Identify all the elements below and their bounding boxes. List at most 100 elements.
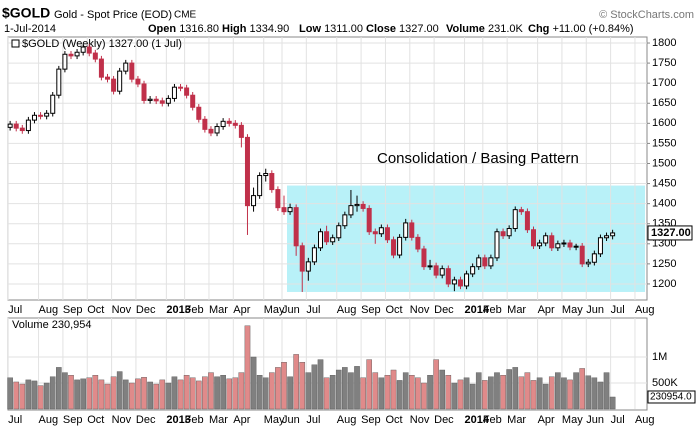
quote: Volume 231.0K: [446, 23, 524, 35]
candle-body: [62, 53, 68, 70]
candle-body: [153, 98, 159, 102]
quote-label: Volume: [446, 23, 485, 35]
candle-body: [281, 207, 287, 213]
candle-body: [591, 253, 597, 263]
volume-bar: [524, 372, 531, 410]
volume-bar: [463, 377, 470, 410]
volume-bar: [439, 369, 446, 410]
volume-bar: [396, 380, 403, 410]
quote-value: 1334.90: [250, 23, 290, 35]
volume-bar: [494, 372, 500, 410]
volume-bar: [244, 325, 251, 410]
volume-bar: [281, 362, 287, 410]
x-tick-label: Dec: [136, 414, 156, 426]
volume-bar: [92, 375, 99, 410]
legend-icon: [11, 39, 20, 48]
candle-body: [105, 76, 111, 80]
candle-body: [439, 268, 445, 276]
quote-value: 1316.80: [179, 23, 219, 35]
y-tick-label: 1250: [652, 258, 676, 270]
volume-bar: [561, 377, 567, 410]
volume-bar: [579, 368, 585, 410]
quote-value: 1327.00: [399, 23, 439, 35]
x-tick-label: May: [264, 414, 285, 426]
annotation: Consolidation / Basing Pattern: [377, 150, 579, 167]
x-tick-label: Feb: [483, 414, 502, 426]
candle-body: [129, 62, 135, 80]
candle-body: [80, 46, 86, 53]
volume-bar: [208, 372, 214, 410]
volume-bar: [80, 378, 86, 410]
quote-value: +11.00 (+0.84%): [552, 23, 633, 35]
x-tick-label: Mar: [209, 414, 228, 426]
candle-body: [238, 124, 244, 138]
volume-bar: [475, 372, 482, 410]
volume-bar: [122, 379, 129, 410]
candle-body: [494, 231, 500, 259]
candle-body: [287, 207, 293, 213]
volume-bar: [378, 377, 385, 410]
candle-body: [38, 114, 44, 117]
volume-bar: [567, 379, 573, 410]
candle-body: [269, 173, 275, 191]
volume-bar: [13, 381, 20, 410]
last-volume-box: [647, 390, 696, 404]
x-tick-label: Dec: [434, 414, 454, 426]
candle-body: [86, 46, 92, 54]
volume-bar: [555, 372, 561, 410]
x-tick-label: Mar: [209, 304, 228, 316]
x-tick-label: Apr: [538, 304, 555, 316]
volume-bar: [536, 377, 543, 410]
candle-body: [518, 209, 524, 213]
x-tick-label: Aug: [337, 304, 357, 316]
candle-body: [190, 94, 196, 108]
volume-bar: [116, 371, 123, 410]
candle-body: [19, 127, 25, 132]
volume-bar: [177, 379, 184, 410]
volume-bar: [445, 375, 452, 410]
volume-bar: [147, 381, 153, 410]
candle-body: [251, 195, 257, 207]
x-tick-label: 2014: [465, 304, 490, 316]
candle-body: [427, 265, 433, 268]
candle-body: [445, 268, 451, 285]
x-tick-label: Jun: [282, 304, 300, 316]
candle-body: [257, 175, 263, 197]
candle-body: [384, 227, 390, 241]
x-tick-label: Feb: [185, 304, 204, 316]
volume-bar: [591, 377, 598, 410]
x-tick-label: Aug: [635, 304, 655, 316]
candle-body: [330, 237, 336, 243]
symbol: $GOLD: [2, 5, 50, 21]
candle-body: [354, 203, 360, 207]
x-tick-label: Jul: [306, 414, 320, 426]
candle-body: [378, 227, 384, 235]
x-tick-label: Apr: [538, 414, 555, 426]
x-tick-label: Jul: [611, 414, 625, 426]
x-tick-label: May: [562, 414, 583, 426]
x-tick-label: Jun: [282, 414, 300, 426]
candle-body: [196, 106, 202, 120]
candle-body: [74, 51, 80, 57]
last-volume-label: 230954.0: [650, 392, 692, 403]
x-tick-label: Oct: [385, 414, 402, 426]
candle-body: [123, 62, 129, 72]
candle-body: [324, 231, 330, 243]
x-tick-label: Nov: [112, 414, 132, 426]
volume-bar: [372, 372, 379, 410]
candle-body: [579, 245, 585, 265]
volume-bar: [433, 359, 439, 410]
quote-value: 231.0K: [488, 23, 524, 35]
x-tick-label: Apr: [233, 304, 250, 316]
volume-bar: [31, 380, 38, 410]
quote-label: High: [222, 23, 247, 35]
x-tick-label: Apr: [233, 414, 250, 426]
candle-body: [13, 123, 19, 129]
y-tick-label: 1550: [652, 137, 676, 149]
volume-bar: [214, 376, 220, 410]
quote-label: Open: [148, 23, 176, 35]
quote: Low 1311.00: [299, 23, 363, 35]
candle-body: [464, 273, 470, 287]
y-tick-label: 1800: [652, 37, 676, 49]
quote-label: Close: [366, 23, 396, 35]
